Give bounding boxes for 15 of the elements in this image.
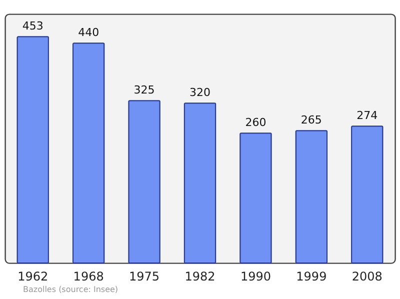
x-tick-label: 2008 xyxy=(352,270,382,284)
data-label: 265 xyxy=(300,114,322,127)
data-label: 320 xyxy=(190,86,210,100)
x-tick-label: 1990 xyxy=(240,270,271,284)
data-label: 453 xyxy=(22,20,44,33)
data-label: 440 xyxy=(78,26,100,40)
data-label: 274 xyxy=(356,109,378,122)
x-tick-label: 1982 xyxy=(184,270,216,284)
x-tick-label: 1999 xyxy=(296,270,327,284)
data-label: 260 xyxy=(245,116,266,130)
x-tick-label: 1962 xyxy=(18,270,48,284)
text: Bazolles (source: Insee) xyxy=(23,285,118,294)
x-tick-label: 1975 xyxy=(129,270,160,284)
x-tick-label: 1968 xyxy=(73,270,104,284)
data-label: 325 xyxy=(134,84,155,97)
